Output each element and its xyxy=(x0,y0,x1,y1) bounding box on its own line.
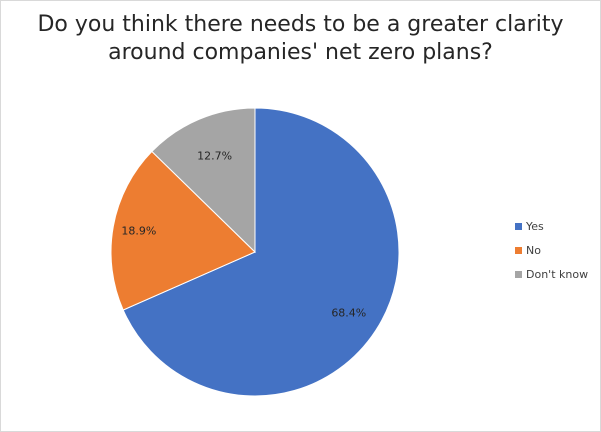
legend-item-dont-know: Don't know xyxy=(515,267,589,281)
legend-item-yes: Yes xyxy=(515,219,588,233)
legend: Yes No Don't know xyxy=(515,220,588,292)
data-label-no: 18.9% xyxy=(121,225,156,238)
legend-swatch-yes xyxy=(515,222,522,230)
legend-swatch-dont-know xyxy=(515,270,522,278)
pie-data-labels: 68.4% 18.9% 12.7% xyxy=(121,150,366,320)
data-label-yes: 68.4% xyxy=(331,307,366,320)
chart-title-line-2: around companies' net zero plans? xyxy=(108,40,493,65)
legend-label-yes: Yes xyxy=(526,219,544,233)
pie-slices xyxy=(110,107,400,397)
chart-title-line-1: Do you think there needs to be a greater… xyxy=(37,12,564,37)
legend-item-no: No xyxy=(515,243,588,257)
pie-slice-no xyxy=(110,150,256,311)
pie-slice-yes xyxy=(122,107,400,397)
legend-label-dont-know: Don't know xyxy=(526,267,589,281)
chart-title: Do you think there needs to be a greater… xyxy=(1,11,600,67)
legend-swatch-no xyxy=(515,246,522,254)
pie-slice-dont-know xyxy=(151,107,256,254)
data-label-dont-know: 12.7% xyxy=(197,150,232,163)
legend-label-no: No xyxy=(526,243,541,257)
